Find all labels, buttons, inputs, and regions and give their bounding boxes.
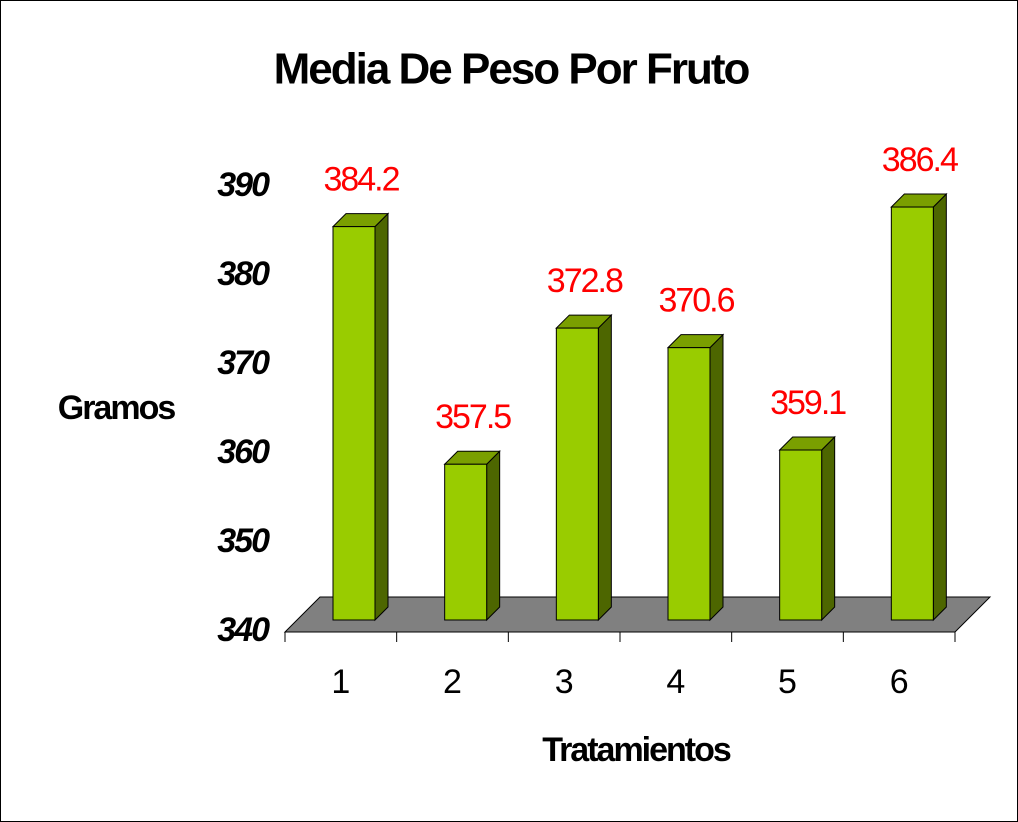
x-tick-label: 2 [443,663,462,701]
x-tick-label: 3 [555,663,574,701]
y-tick-label: 350 [217,522,270,560]
bar-side [486,450,501,622]
y-tick-label: 370 [217,344,270,382]
bar [779,449,823,621]
y-tick-label: 390 [217,166,270,204]
value-label: 359.1 [770,384,846,422]
bar [332,226,376,621]
x-axis-title: Tratamientos [542,731,731,769]
x-tick-label: 4 [666,663,685,701]
y-tick-label: 360 [217,433,270,471]
y-tick-label: 340 [217,611,270,649]
y-tick-label: 380 [217,255,270,293]
chart-title: Media De Peso Por Fruto [274,45,750,94]
value-label: 372.8 [547,262,623,300]
y-axis-title: Gramos [58,389,176,427]
bar-side [374,212,389,622]
value-label: 384.2 [323,161,399,199]
x-tick-label: 1 [331,663,350,701]
floor [283,596,992,633]
x-tick-label: 6 [890,663,909,701]
value-label: 370.6 [658,282,734,320]
bar [555,327,599,621]
bar-side [709,333,724,622]
bar [444,463,488,621]
x-tick-label: 5 [778,663,797,701]
bar-side [597,313,612,622]
bar-side [932,192,947,622]
bar [890,206,934,621]
bar [667,347,711,621]
value-label: 357.5 [435,398,511,436]
value-label: 386.4 [882,141,958,179]
bar-side [821,435,836,622]
